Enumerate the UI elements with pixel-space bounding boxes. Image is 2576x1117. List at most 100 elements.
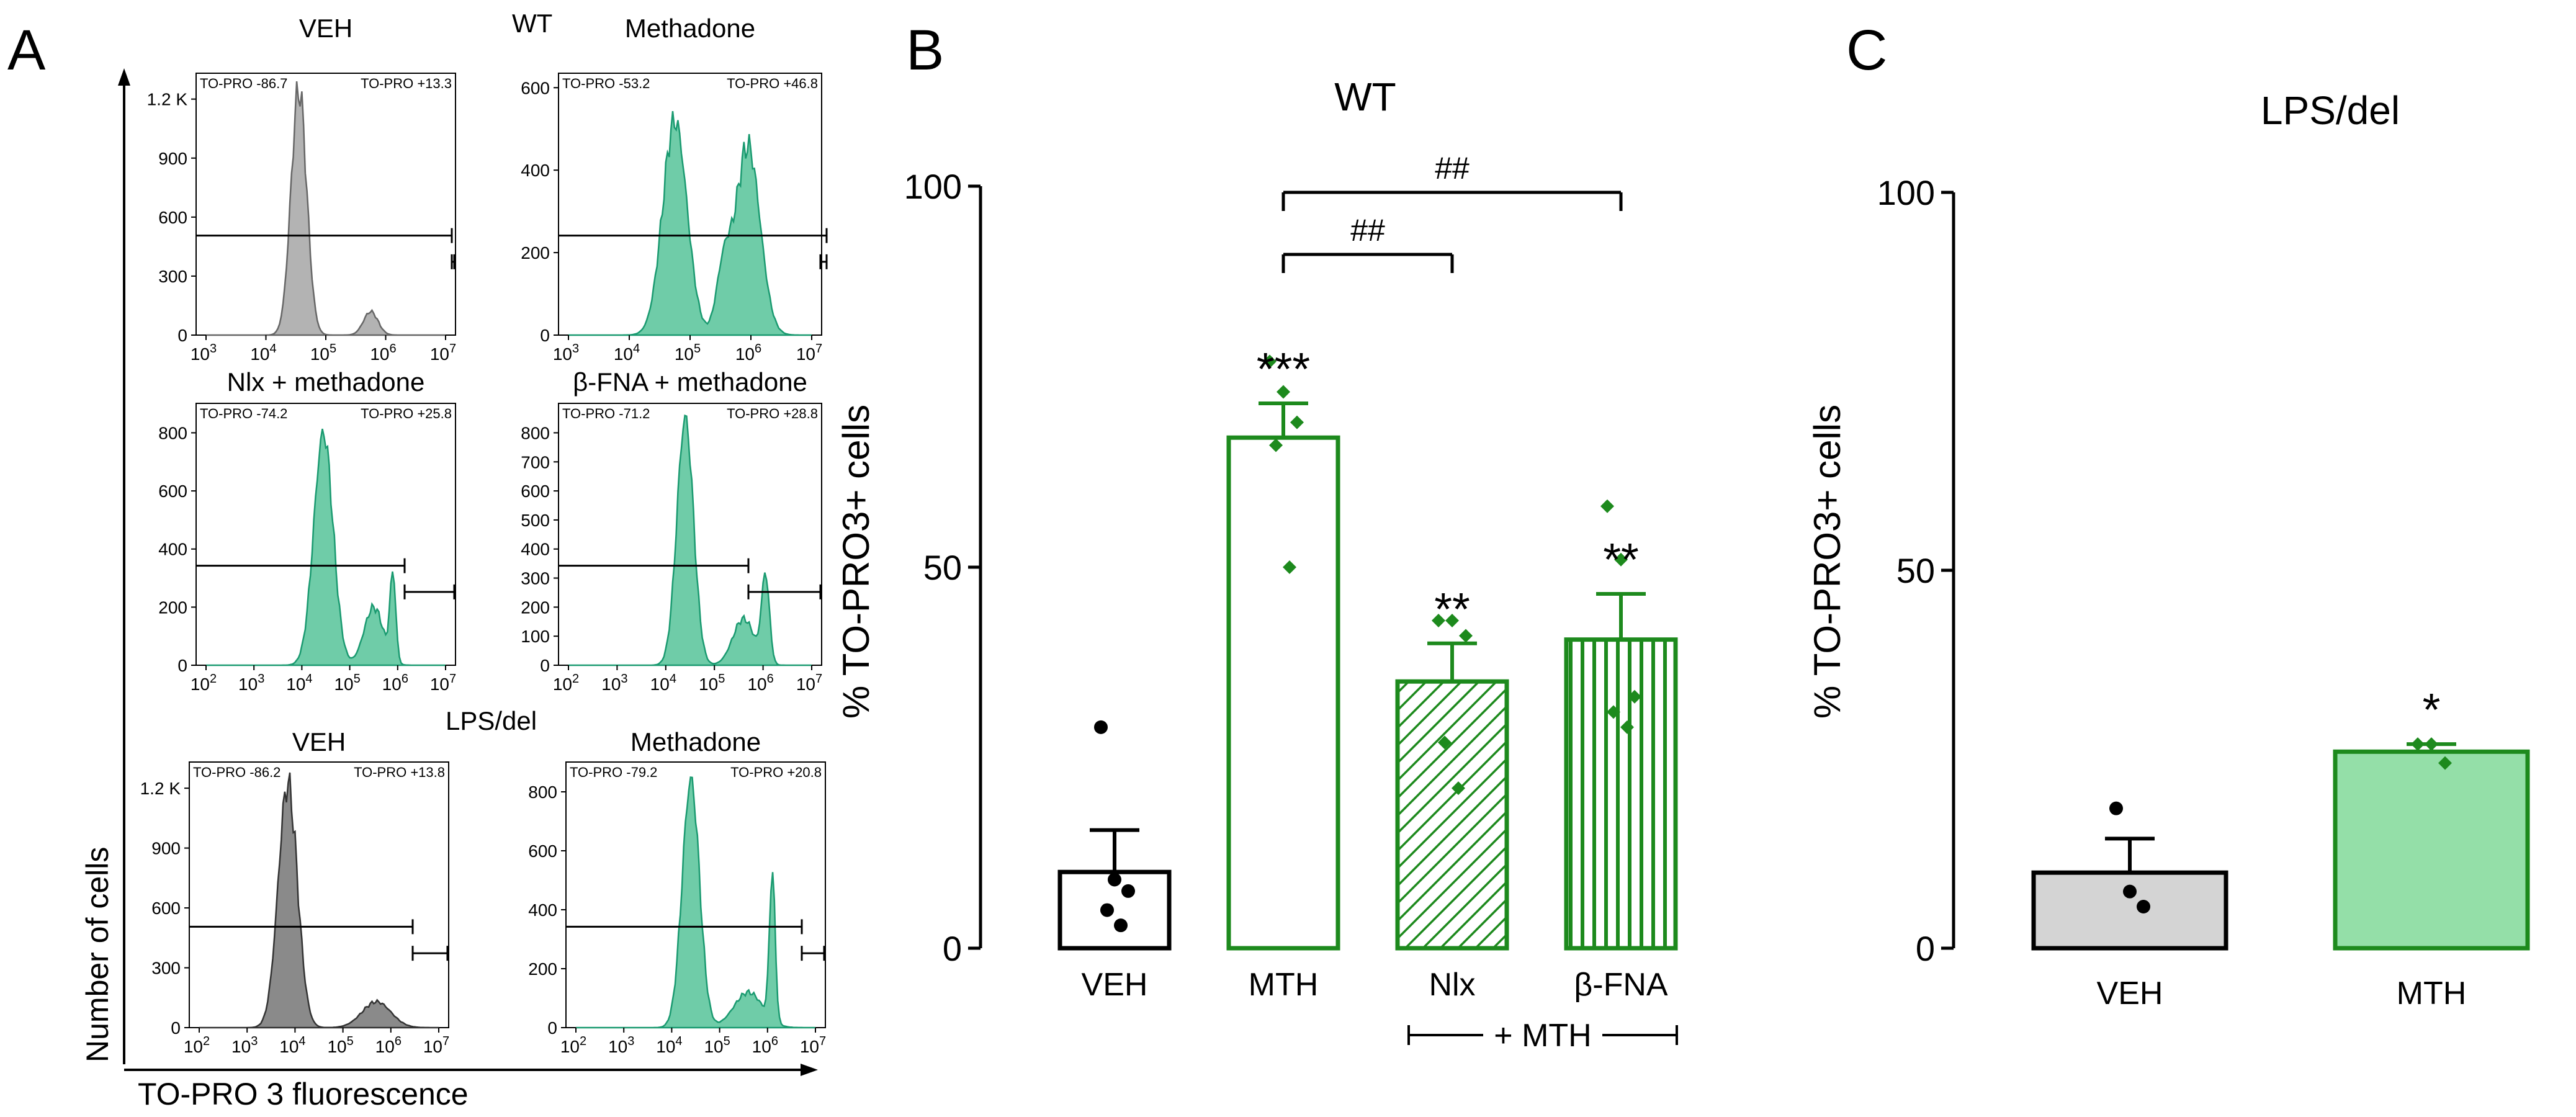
gate-right-label: TO-PRO +20.8 xyxy=(730,765,822,780)
significance-marker: ** xyxy=(1603,534,1639,585)
panel-a-y-label: Number of cells xyxy=(80,847,115,1062)
data-point xyxy=(1114,918,1128,933)
x-tick-label: 104 xyxy=(250,342,276,364)
y-tick-label: 300 xyxy=(158,267,187,286)
x-tick-label: 103 xyxy=(608,1034,634,1056)
chart-title: WT xyxy=(1334,74,1396,119)
y-tick-label: 600 xyxy=(158,482,187,501)
x-tick-label: 105 xyxy=(675,342,701,364)
data-point xyxy=(1100,903,1114,917)
data-point xyxy=(2438,756,2452,770)
x-tick-label: 102 xyxy=(560,1034,586,1056)
data-point xyxy=(1290,415,1304,429)
y-tick-label: 1.2 K xyxy=(147,90,188,109)
histogram-6: Methadone TO-PRO -79.2 TO-PRO +20.8 0 200 400… xyxy=(528,727,826,1056)
y-tick-label: 1.2 K xyxy=(140,779,181,798)
x-tick-label: 107 xyxy=(800,1034,826,1056)
data-point xyxy=(1600,499,1614,513)
data-point xyxy=(1263,354,1277,369)
histogram-curve xyxy=(576,776,815,1029)
bar-group-MTH: MTH * xyxy=(2333,684,2530,1012)
x-tick-label: 105 xyxy=(704,1034,730,1056)
panel-c-letter: C xyxy=(1846,19,1887,82)
x-tick-label: 102 xyxy=(184,1034,210,1056)
comparison-bracket: ## xyxy=(1281,151,1623,211)
y-tick-label: 800 xyxy=(158,423,187,442)
panel-a-x-label: TO-PRO 3 fluorescence xyxy=(138,1077,469,1111)
x-tick-label: 106 xyxy=(382,672,408,694)
x-tick-label: 104 xyxy=(650,672,676,694)
data-point xyxy=(1459,629,1473,643)
y-tick-label: 600 xyxy=(158,208,187,227)
data-point xyxy=(1620,720,1634,734)
histogram-title: β-FNA + methadone xyxy=(573,367,807,397)
histogram-title: VEH xyxy=(299,14,352,43)
histogram-frame xyxy=(195,73,456,336)
y-tick-label: 200 xyxy=(158,598,187,617)
histogram-5: VEH TO-PRO -86.2 TO-PRO +13.8 0 300 600 900 1.2… xyxy=(140,727,450,1056)
y-tick-label: 600 xyxy=(528,841,557,861)
x-tick-label: 103 xyxy=(601,672,627,694)
data-point xyxy=(2137,900,2150,914)
y-axis-title: % TO-PRO3+ cells xyxy=(835,405,877,719)
data-point xyxy=(1283,560,1296,574)
panel-a-y-arrowhead xyxy=(118,68,130,86)
data-point xyxy=(1614,552,1628,567)
group-bracket-label: + MTH xyxy=(1494,1018,1591,1054)
comparison-bracket: ## xyxy=(1281,213,1454,273)
x-tick-label: 106 xyxy=(375,1034,402,1056)
data-point xyxy=(2425,737,2438,751)
data-point xyxy=(1628,689,1641,704)
y-tick-label: 200 xyxy=(521,243,550,262)
x-tick-label: 107 xyxy=(430,672,456,694)
histogram-title: Methadone xyxy=(631,727,761,756)
histogram-curve xyxy=(206,81,446,336)
gate-left-label: TO-PRO -74.2 xyxy=(200,406,287,421)
gate-right-label: TO-PRO +46.8 xyxy=(727,76,818,91)
x-tick-label: 107 xyxy=(423,1034,449,1056)
gate-left-label: TO-PRO -53.2 xyxy=(562,76,650,91)
y-tick-label: 300 xyxy=(521,569,550,588)
data-point xyxy=(1094,720,1108,734)
data-point xyxy=(2411,737,2425,751)
panel-a: A WT LPS/del Number of cells TO-PRO 3 fl… xyxy=(7,9,828,1111)
x-tick-label: 104 xyxy=(279,1034,305,1056)
data-point xyxy=(1445,613,1459,627)
bar xyxy=(1226,435,1340,951)
x-tick-label: 104 xyxy=(656,1034,682,1056)
y-tick-label: 100 xyxy=(1877,173,1935,212)
chart-title: LPS/del xyxy=(2261,88,2400,133)
x-tick-label: 107 xyxy=(430,342,456,364)
gate-right-label: TO-PRO +13.3 xyxy=(361,76,452,91)
data-point xyxy=(1269,438,1283,452)
bar-group-β-FNA: β-FNA ** xyxy=(1564,499,1678,1003)
bar-group-Nlx: Nlx ** xyxy=(1395,583,1509,1003)
x-tick-label: 104 xyxy=(614,342,640,364)
gate-left-label: TO-PRO -79.2 xyxy=(570,765,657,780)
significance-marker: *** xyxy=(1257,343,1310,395)
y-tick-label: 900 xyxy=(151,839,181,858)
panel-a-letter: A xyxy=(7,19,46,82)
y-tick-label: 600 xyxy=(521,78,550,97)
histogram-2: Methadone TO-PRO -53.2 TO-PRO +46.8 0 200 400… xyxy=(521,14,828,364)
x-tick-label: 105 xyxy=(310,342,336,364)
histogram-curve xyxy=(199,772,439,1029)
gate-right-label: TO-PRO +13.8 xyxy=(354,765,445,780)
histogram-title: Nlx + methadone xyxy=(227,367,425,397)
category-label: MTH xyxy=(2397,976,2467,1012)
y-tick-label: 200 xyxy=(528,959,557,979)
bar-group-VEH: VEH xyxy=(2031,801,2228,1012)
y-tick-label: 200 xyxy=(521,598,550,617)
x-tick-label: 103 xyxy=(238,672,264,694)
panel-a-x-arrowhead xyxy=(801,1064,818,1076)
y-tick-label: 800 xyxy=(528,783,557,802)
y-tick-label: 400 xyxy=(528,900,557,920)
data-point xyxy=(1607,705,1620,719)
x-tick-label: 107 xyxy=(796,342,822,364)
y-tick-label: 400 xyxy=(158,540,187,559)
histogram-title: VEH xyxy=(292,727,346,756)
data-point xyxy=(1277,385,1290,399)
panel-a-group-wt: WT xyxy=(512,9,552,38)
data-point xyxy=(1452,781,1465,796)
